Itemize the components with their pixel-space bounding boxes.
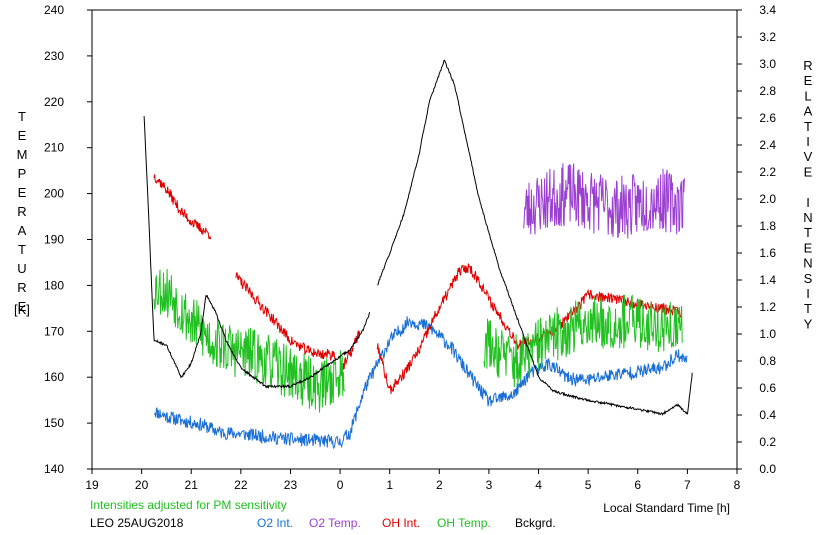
series-line-oh-int	[339, 330, 361, 376]
y-right-tick-label: 2.2	[759, 165, 776, 179]
left-axis-letter: P	[18, 166, 27, 181]
y-right-tick-label: 1.6	[759, 246, 776, 260]
series-layer	[143, 59, 693, 450]
y-right-tick-label: 2.6	[759, 111, 776, 125]
legend-bckgrd: Bckgrd.	[515, 516, 556, 530]
right-axis-letter: V	[804, 149, 813, 164]
legend-o2-temp: O2 Temp.	[309, 516, 361, 530]
x-tick-label: 7	[684, 478, 691, 492]
series-line-oh-int	[153, 174, 212, 240]
left-axis-letter: R	[17, 204, 26, 219]
x-tick-label: 1	[386, 478, 393, 492]
left-axis-letter: E	[18, 185, 27, 200]
y-right-tick-label: 1.8	[759, 219, 776, 233]
sensitivity-note: Intensities adjusted for PM sensitivity	[90, 498, 287, 512]
right-axis-letter: N	[803, 210, 812, 225]
y-left-tick-label: 170	[44, 324, 64, 338]
y-left-tick-label: 190	[44, 233, 64, 247]
plot-frame	[91, 9, 738, 470]
left-axis-unit: [K]	[14, 302, 30, 317]
y-right-tick-label: 1.0	[759, 327, 776, 341]
x-tick-label: 3	[486, 478, 493, 492]
left-axis-letter: M	[17, 147, 28, 162]
y-left-tick-label: 200	[44, 187, 64, 201]
y-left-tick-label: 180	[44, 278, 64, 292]
left-axis-letter: T	[18, 242, 26, 257]
left-axis-letter: U	[17, 261, 26, 276]
series-line-oh-temp	[483, 294, 683, 388]
y-right-tick-label: 0.8	[759, 354, 776, 368]
right-axis-letter: A	[804, 104, 813, 119]
series-line-oh-int	[235, 272, 336, 362]
x-tick-label: 23	[284, 478, 298, 492]
y-right-tick-label: 3.4	[759, 3, 776, 17]
series-line-bckgrd	[143, 116, 371, 389]
y-right-tick-label: 0.6	[759, 381, 776, 395]
x-tick-label: 6	[634, 478, 641, 492]
left-axis-letter: A	[18, 223, 27, 238]
x-tick-label: 8	[734, 478, 741, 492]
y-right-tick-label: 1.4	[759, 273, 776, 287]
y-left-tick-label: 240	[44, 3, 64, 17]
ticks-layer	[87, 9, 742, 474]
right-axis-letter: N	[803, 256, 812, 271]
series-line-o2-int	[153, 316, 688, 450]
left-axis-letter: E	[18, 128, 27, 143]
y-right-tick-label: 0.2	[759, 435, 776, 449]
right-axis-letter: R	[803, 58, 812, 73]
y-right-tick-label: 2.4	[759, 138, 776, 152]
y-right-tick-label: 2.0	[759, 192, 776, 206]
y-left-tick-label: 140	[44, 462, 64, 476]
x-tick-label: 2	[436, 478, 443, 492]
x-axis-label: Local Standard Time [h]	[603, 501, 730, 515]
right-axis-letter: E	[804, 240, 813, 255]
series-line-bckgrd	[377, 59, 693, 416]
y-right-tick-label: 3.2	[759, 30, 776, 44]
y-left-tick-label: 160	[44, 370, 64, 384]
y-left-tick-label: 230	[44, 49, 64, 63]
labels-layer: 19 20 21 22 23 0 1 2 3 4 5 6 7 8140150160170180190200…	[17, 3, 813, 492]
right-axis-letter: S	[804, 271, 813, 286]
right-axis-letter: T	[804, 301, 812, 316]
right-axis-letter: I	[806, 134, 810, 149]
x-tick-label: 20	[135, 478, 149, 492]
x-tick-label: 21	[185, 478, 199, 492]
right-axis-letter: T	[804, 225, 812, 240]
station-date-label: LEO 25AUG2018	[90, 516, 184, 530]
y-left-tick-label: 210	[44, 141, 64, 155]
series-line-oh-temp	[153, 268, 345, 413]
right-axis-letter: T	[804, 119, 812, 134]
x-tick-label: 5	[585, 478, 592, 492]
right-axis-letter: E	[804, 164, 813, 179]
y-right-tick-label: 0.0	[759, 462, 776, 476]
legend-oh-temp: OH Temp.	[437, 516, 491, 530]
x-tick-label: 4	[535, 478, 542, 492]
left-axis-letter: T	[18, 109, 26, 124]
right-axis-letter: E	[804, 73, 813, 88]
right-axis-letter: I	[806, 195, 810, 210]
left-axis-letter: E	[18, 299, 27, 314]
x-tick-label: 19	[85, 478, 99, 492]
legend-o2-int: O2 Int.	[257, 516, 293, 530]
y-right-tick-label: 3.0	[759, 57, 776, 71]
y-right-tick-label: 2.8	[759, 84, 776, 98]
y-right-tick-label: 1.2	[759, 300, 776, 314]
right-axis-letter: Y	[804, 316, 813, 331]
x-tick-label: 0	[337, 478, 344, 492]
y-right-tick-label: 0.4	[759, 408, 776, 422]
left-axis-letter: R	[17, 280, 26, 295]
right-axis-letter: L	[804, 88, 811, 103]
right-axis-letter: I	[806, 286, 810, 301]
series-line-o2-temp	[523, 163, 685, 239]
y-left-tick-label: 220	[44, 95, 64, 109]
x-tick-label: 22	[234, 478, 248, 492]
legend-oh-int: OH Int.	[382, 516, 420, 530]
y-left-tick-label: 150	[44, 416, 64, 430]
